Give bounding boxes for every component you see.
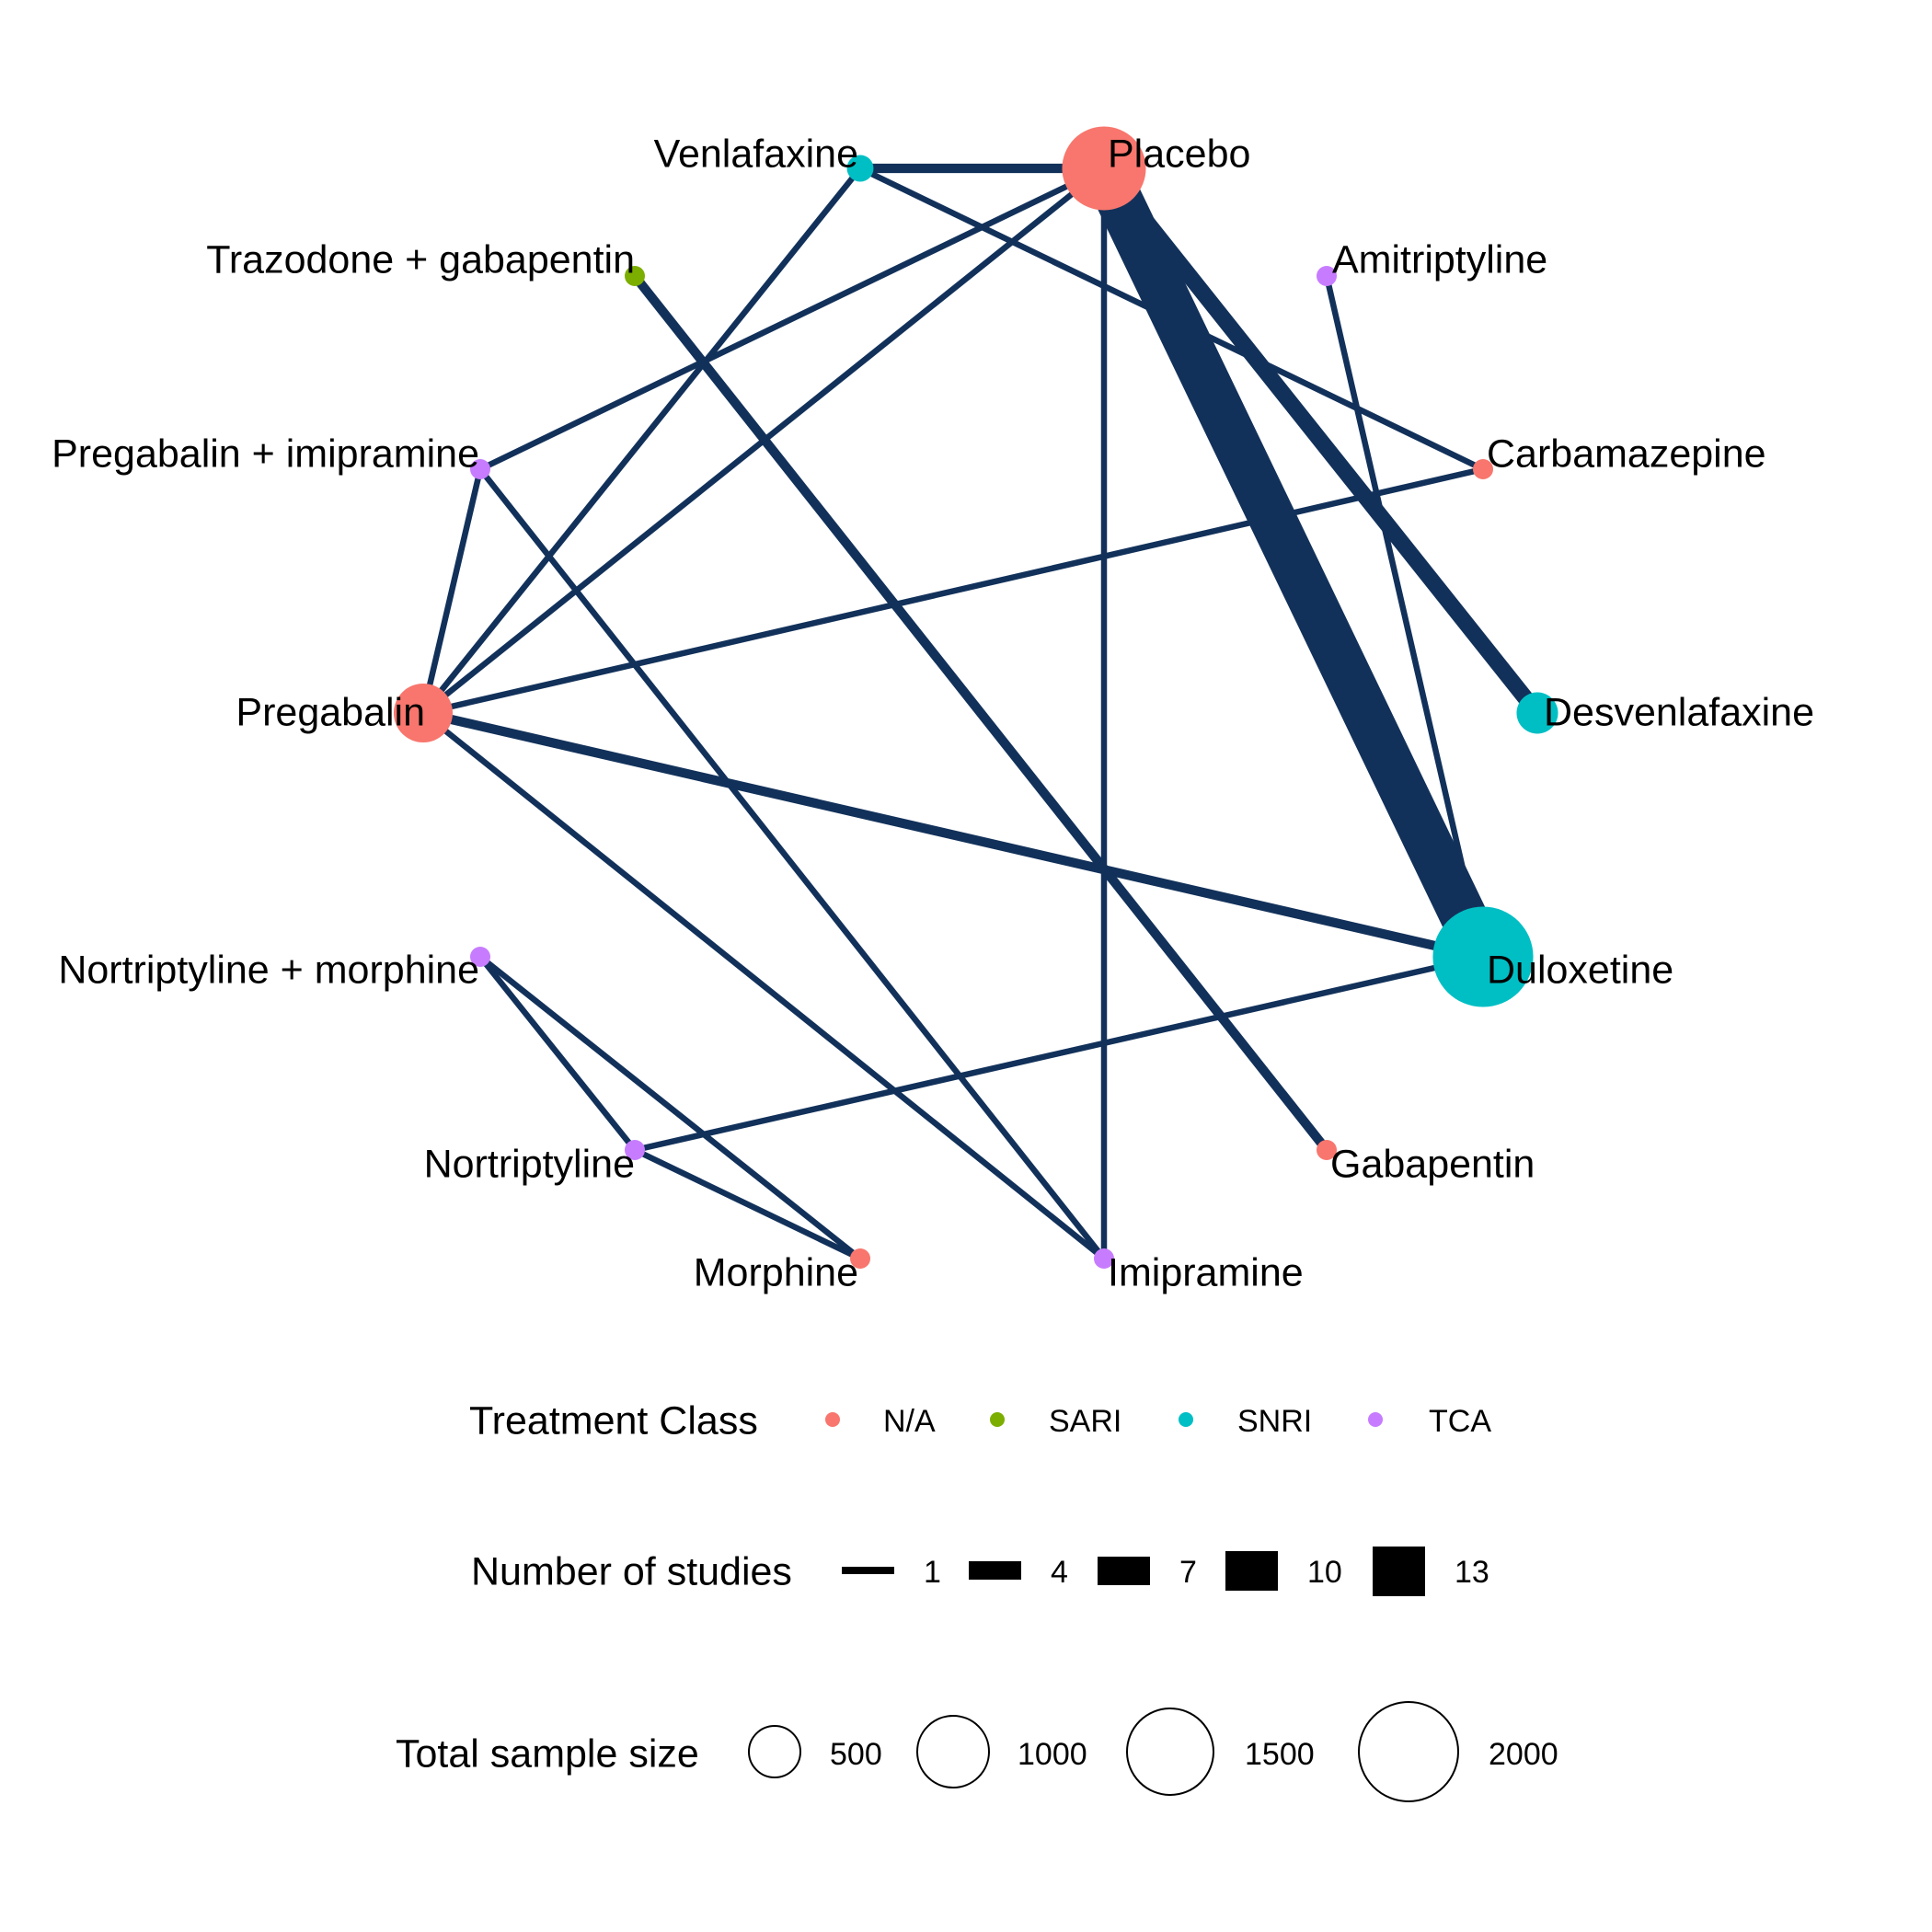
edge-nortriptyline-morphine <box>633 1147 862 1261</box>
node-gabapentin <box>1317 1140 1337 1160</box>
legend-studies-title: Number of studies <box>471 1549 792 1593</box>
edge-duloxetine-nortriptyline <box>634 953 1484 1154</box>
legend-sample-circle-2000 <box>1358 1701 1459 1802</box>
edge-placebo-duloxetine <box>1083 157 1504 968</box>
node-label-nortriptyline: Nortriptyline <box>424 1142 635 1186</box>
node-imipramine <box>1094 1248 1114 1269</box>
legend-class-label-na: N/A <box>883 1404 936 1439</box>
legend-sample-title: Total sample size <box>396 1731 699 1776</box>
node-label-imipramine: Imipramine <box>1108 1250 1304 1294</box>
legend-studies-label-4: 4 <box>1051 1555 1068 1590</box>
legend-class-label-sari: SARI <box>1049 1404 1121 1439</box>
legend-studies-swatch-10 <box>1225 1551 1278 1591</box>
node-desvenlafaxine <box>1516 692 1558 734</box>
edge-venlafaxine-pregabalin <box>420 166 863 716</box>
legend-total-sample-size: Total sample size 500 1000 1500 2000 <box>396 1701 1558 1802</box>
edge-nortriptyline_morphine-morphine <box>477 954 863 1261</box>
legend-studies-label-7: 7 <box>1179 1555 1197 1590</box>
legend-class-dot-na <box>825 1412 840 1427</box>
node-amitriptyline <box>1317 266 1337 286</box>
legend-studies-label-13: 13 <box>1455 1555 1489 1590</box>
edge-pregabalin-duloxetine <box>421 708 1485 961</box>
node-label-amitriptyline: Amitriptyline <box>1332 237 1547 282</box>
node-label-venlafaxine: Venlafaxine <box>654 132 858 176</box>
legend-class-dot-snri <box>1179 1412 1193 1427</box>
legend-studies-swatch-1 <box>842 1567 894 1574</box>
legend-class-dot-sari <box>990 1412 1005 1427</box>
legend-studies-label-1: 1 <box>924 1555 941 1590</box>
node-morphine <box>850 1248 870 1269</box>
legend-number-of-studies: Number of studies 1 4 7 10 13 <box>471 1547 1489 1596</box>
legend-sample-label-1000: 1000 <box>1018 1737 1087 1772</box>
legend-studies-label-10: 10 <box>1307 1555 1342 1590</box>
node-placebo <box>1062 126 1146 211</box>
legend-class-label-tca: TCA <box>1429 1404 1491 1439</box>
legend-treatment-class: Treatment Class N/A SARI SNRI TCA <box>469 1398 1491 1443</box>
legend-class-label-snri: SNRI <box>1237 1404 1312 1439</box>
node-pregabalin_imipramine <box>470 459 490 479</box>
edges-layer <box>420 157 1544 1261</box>
nodes-layer <box>393 126 1558 1269</box>
edge-placebo-pregabalin_imipramine <box>478 166 1106 472</box>
edge-trazodone_gabapentin-gabapentin <box>631 272 1330 1154</box>
node-label-pregabalin_imipramine: Pregabalin + imipramine <box>52 431 479 476</box>
node-label-placebo: Placebo <box>1108 132 1250 176</box>
legend-studies-swatch-13 <box>1373 1547 1425 1596</box>
node-label-gabapentin: Gabapentin <box>1330 1142 1535 1186</box>
node-duloxetine <box>1432 906 1534 1007</box>
node-label-trazodone_gabapentin: Trazodone + gabapentin <box>206 237 635 282</box>
edge-pregabalin-pregabalin_imipramine <box>420 468 484 714</box>
legend-sample-label-1500: 1500 <box>1245 1737 1315 1772</box>
edge-pregabalin-imipramine <box>420 710 1107 1261</box>
node-nortriptyline <box>624 1139 646 1161</box>
node-carbamazepine <box>1473 459 1493 479</box>
legend-sample-label-2000: 2000 <box>1489 1737 1558 1772</box>
node-label-duloxetine: Duloxetine <box>1487 948 1673 992</box>
node-nortriptyline_morphine <box>470 947 490 967</box>
node-venlafaxine <box>846 155 874 182</box>
legend-studies-swatch-7 <box>1098 1557 1150 1585</box>
legend-class-title: Treatment Class <box>469 1398 758 1443</box>
edge-placebo-desvenlafaxine <box>1098 163 1544 719</box>
legend-class-dot-tca <box>1368 1412 1383 1427</box>
legend-sample-circle-1500 <box>1126 1708 1214 1796</box>
edge-nortriptyline_morphine-nortriptyline <box>477 954 638 1153</box>
node-label-carbamazepine: Carbamazepine <box>1487 431 1766 476</box>
legend-sample-circle-500 <box>748 1725 801 1778</box>
node-label-morphine: Morphine <box>694 1250 858 1294</box>
labels-layer: Placebo Amitriptyline Carbamazepine Desvenl… <box>52 132 1814 1294</box>
node-label-nortriptyline_morphine: Nortriptyline + morphine <box>58 948 479 992</box>
node-label-pregabalin: Pregabalin <box>236 690 425 734</box>
edge-pregabalin_imipramine-imipramine <box>477 466 1107 1261</box>
node-trazodone_gabapentin <box>625 266 645 286</box>
node-label-desvenlafaxine: Desvenlafaxine <box>1544 690 1814 734</box>
edge-carbamazepine-pregabalin <box>422 466 1484 717</box>
legend-studies-swatch-4 <box>969 1561 1021 1580</box>
edge-venlafaxine-carbamazepine <box>858 166 1485 472</box>
legend-sample-label-500: 500 <box>830 1737 882 1772</box>
legend-sample-circle-1000 <box>916 1715 990 1788</box>
edge-amitriptyline-duloxetine <box>1323 275 1487 958</box>
node-pregabalin <box>393 683 454 743</box>
